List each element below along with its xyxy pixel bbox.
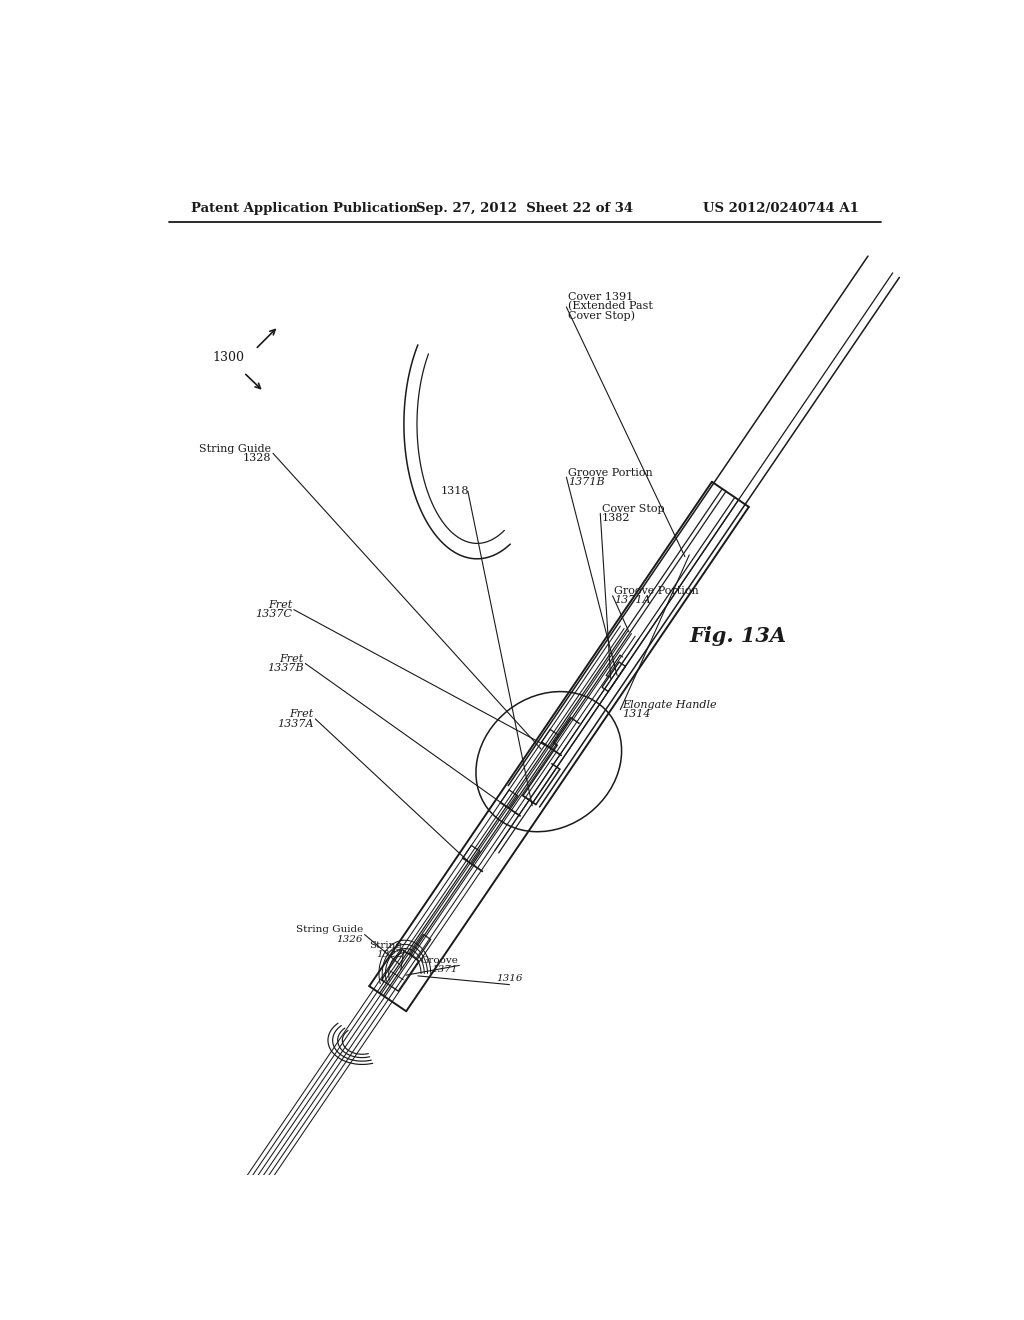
Text: 1337B: 1337B bbox=[267, 663, 304, 673]
Text: String Guide: String Guide bbox=[200, 444, 271, 454]
Text: Groove Portion: Groove Portion bbox=[568, 467, 652, 478]
Text: Groove Portion: Groove Portion bbox=[614, 586, 698, 597]
Text: 1316: 1316 bbox=[497, 974, 522, 983]
Text: Cover 1391: Cover 1391 bbox=[568, 292, 633, 302]
Text: (Extended Past: (Extended Past bbox=[568, 301, 652, 312]
Text: 1314: 1314 bbox=[622, 709, 650, 719]
Text: 1328: 1328 bbox=[243, 453, 271, 463]
Text: Elongate Handle: Elongate Handle bbox=[622, 700, 717, 710]
Text: String Guide: String Guide bbox=[296, 925, 364, 935]
Text: 1382: 1382 bbox=[602, 513, 631, 523]
Text: Fret: Fret bbox=[268, 601, 292, 610]
Text: 1322: 1322 bbox=[376, 950, 402, 960]
Text: 1337A: 1337A bbox=[278, 718, 313, 729]
Text: Groove: Groove bbox=[420, 956, 458, 965]
Text: Fret: Fret bbox=[280, 653, 304, 664]
Text: Patent Application Publication: Patent Application Publication bbox=[190, 202, 418, 215]
Text: Fig. 13A: Fig. 13A bbox=[689, 626, 786, 645]
Text: String: String bbox=[370, 941, 402, 950]
Text: Cover Stop): Cover Stop) bbox=[568, 310, 635, 321]
Text: 1318: 1318 bbox=[441, 486, 469, 496]
Text: Sep. 27, 2012  Sheet 22 of 34: Sep. 27, 2012 Sheet 22 of 34 bbox=[416, 202, 634, 215]
Text: 1337C: 1337C bbox=[255, 610, 292, 619]
Text: US 2012/0240744 A1: US 2012/0240744 A1 bbox=[703, 202, 859, 215]
Text: Fret: Fret bbox=[290, 709, 313, 719]
Text: 1326: 1326 bbox=[337, 935, 364, 944]
Text: 1371A: 1371A bbox=[614, 595, 650, 606]
Text: 1300: 1300 bbox=[213, 351, 245, 363]
Text: 1371B: 1371B bbox=[568, 477, 604, 487]
Text: Cover Stop: Cover Stop bbox=[602, 504, 665, 513]
Text: 1371: 1371 bbox=[431, 965, 458, 974]
